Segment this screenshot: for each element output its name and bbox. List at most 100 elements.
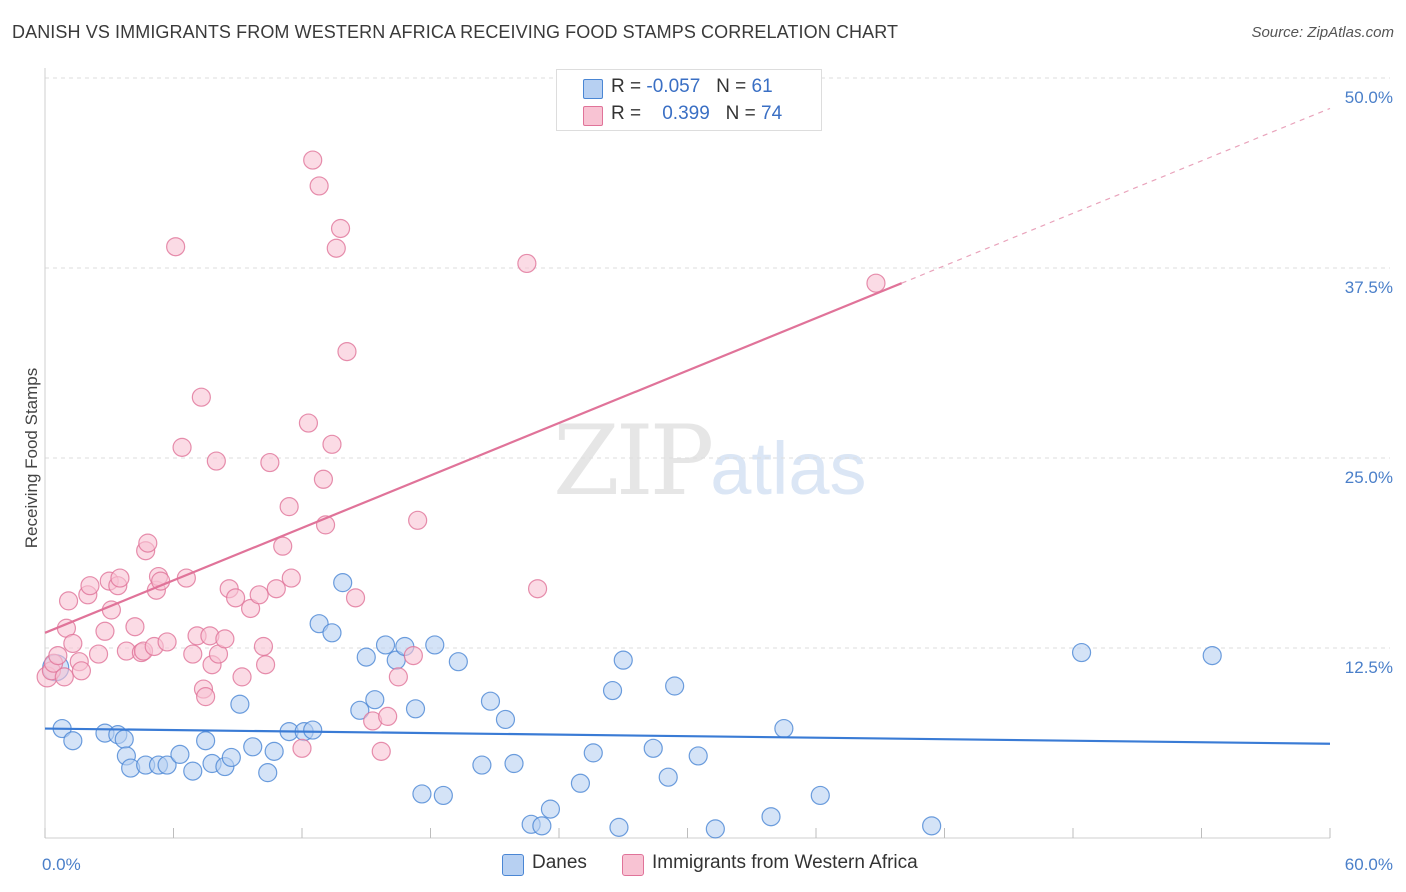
data-point-danes <box>472 755 492 775</box>
data-point-danes <box>1071 642 1092 663</box>
y-tick-label: 37.5% <box>1345 278 1393 297</box>
data-point-danes <box>495 709 516 730</box>
data-point-western-africa <box>58 591 79 611</box>
data-point-danes <box>425 635 445 655</box>
data-point-danes <box>602 680 623 701</box>
data-point-danes <box>1202 645 1222 666</box>
data-point-western-africa <box>313 469 334 489</box>
data-point-danes <box>665 676 685 696</box>
data-point-danes <box>258 763 278 783</box>
data-point-western-africa <box>866 273 886 293</box>
data-point-western-africa <box>253 636 274 657</box>
data-point-western-africa <box>309 176 329 196</box>
data-point-western-africa <box>249 585 269 605</box>
data-point-danes <box>322 623 342 643</box>
data-point-danes <box>365 690 385 710</box>
data-point-danes <box>613 650 633 670</box>
data-point-western-africa <box>241 598 261 619</box>
y-tick-label: 50.0% <box>1345 88 1393 107</box>
grid-lines <box>45 77 1390 649</box>
data-point-western-africa <box>266 579 286 599</box>
data-point-danes <box>922 816 942 836</box>
data-points <box>36 150 1222 839</box>
western-africa-n-value: 74 <box>761 103 783 124</box>
data-point-western-africa <box>330 218 351 239</box>
danes-stats: R = -0.057 N = 61 <box>611 76 773 98</box>
source-credit: Source: ZipAtlas.com <box>1251 24 1394 41</box>
axes <box>44 68 1331 839</box>
danes-r-value: -0.057 <box>646 76 701 97</box>
data-point-danes <box>412 784 432 804</box>
trend-line-danes <box>44 727 1331 745</box>
x-tick-label-min: 0.0% <box>42 855 81 874</box>
data-point-western-africa <box>292 738 312 758</box>
data-point-western-africa <box>138 533 158 553</box>
data-point-western-africa <box>226 588 246 608</box>
data-point-western-africa <box>54 667 74 687</box>
danes-swatch <box>583 79 603 99</box>
axis-labels: 12.5% 25.0% 37.5% 50.0% 0.0% 60.0% Receiving F… <box>22 88 1393 874</box>
y-tick-label: 25.0% <box>1345 468 1393 487</box>
data-point-danes <box>183 761 203 781</box>
data-point-western-africa <box>298 413 319 433</box>
data-point-danes <box>504 753 524 774</box>
data-point-danes <box>221 747 241 768</box>
data-point-western-africa <box>279 497 299 517</box>
data-point-western-africa <box>191 387 211 407</box>
r-label: R = <box>611 103 642 124</box>
data-point-danes <box>350 700 370 720</box>
legend-swatch-western-africa <box>622 854 644 876</box>
data-point-western-africa <box>378 706 398 727</box>
trend-line-western-africa-extension <box>901 107 1331 284</box>
watermark-atlas: atlas <box>710 427 867 510</box>
data-point-danes <box>761 807 781 827</box>
data-point-danes <box>540 799 561 819</box>
data-point-western-africa <box>517 253 537 274</box>
data-point-danes <box>658 767 678 787</box>
data-point-western-africa <box>255 655 276 675</box>
data-point-western-africa <box>80 576 100 596</box>
data-point-danes <box>375 635 396 655</box>
watermark: ZIPatlas <box>553 405 867 517</box>
data-point-danes <box>480 691 501 711</box>
data-point-western-africa <box>273 536 293 556</box>
data-point-western-africa <box>260 452 280 473</box>
data-point-danes <box>196 731 216 751</box>
data-point-western-africa <box>48 645 68 666</box>
data-point-western-africa <box>157 632 177 652</box>
legend-label-western-africa: Immigrants from Western Africa <box>652 852 918 873</box>
data-point-danes <box>356 647 376 667</box>
stats-legend: R = -0.057 N = 61 R = 0.399 N = 74 <box>556 69 822 131</box>
data-point-western-africa <box>196 687 216 707</box>
data-point-western-africa <box>71 661 92 681</box>
data-point-danes <box>230 694 250 714</box>
trend-line-western-africa <box>44 282 903 634</box>
data-point-western-africa <box>337 342 357 362</box>
western-africa-swatch <box>583 106 603 126</box>
data-point-western-africa <box>125 617 145 637</box>
western-africa-r-value: 0.399 <box>662 103 710 124</box>
n-label: N = <box>716 76 747 97</box>
data-point-western-africa <box>303 150 323 170</box>
data-point-western-africa <box>95 621 115 641</box>
legend-swatch-danes <box>502 854 524 876</box>
data-point-western-africa <box>527 579 548 599</box>
data-point-danes <box>433 785 453 806</box>
data-point-danes <box>333 573 353 593</box>
data-point-danes <box>157 755 177 775</box>
data-point-danes <box>448 652 468 672</box>
data-point-danes <box>609 817 629 837</box>
data-point-western-africa <box>215 629 235 649</box>
data-point-danes <box>114 729 134 749</box>
data-point-danes <box>583 743 603 763</box>
western-africa-stats: R = 0.399 N = 74 <box>611 103 782 125</box>
x-tick-label-max: 60.0% <box>1345 855 1393 874</box>
data-point-danes <box>570 773 591 793</box>
data-point-danes <box>688 746 708 766</box>
series-legend: Danes Immigrants from Western Africa <box>0 852 1406 878</box>
danes-n-value: 61 <box>751 76 773 97</box>
data-point-western-africa <box>172 437 192 457</box>
data-point-western-africa <box>232 667 252 687</box>
data-point-western-africa <box>166 237 186 257</box>
legend-label-danes: Danes <box>532 852 587 873</box>
